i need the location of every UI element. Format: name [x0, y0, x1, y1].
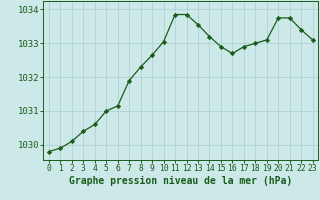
X-axis label: Graphe pression niveau de la mer (hPa): Graphe pression niveau de la mer (hPa)	[69, 176, 292, 186]
